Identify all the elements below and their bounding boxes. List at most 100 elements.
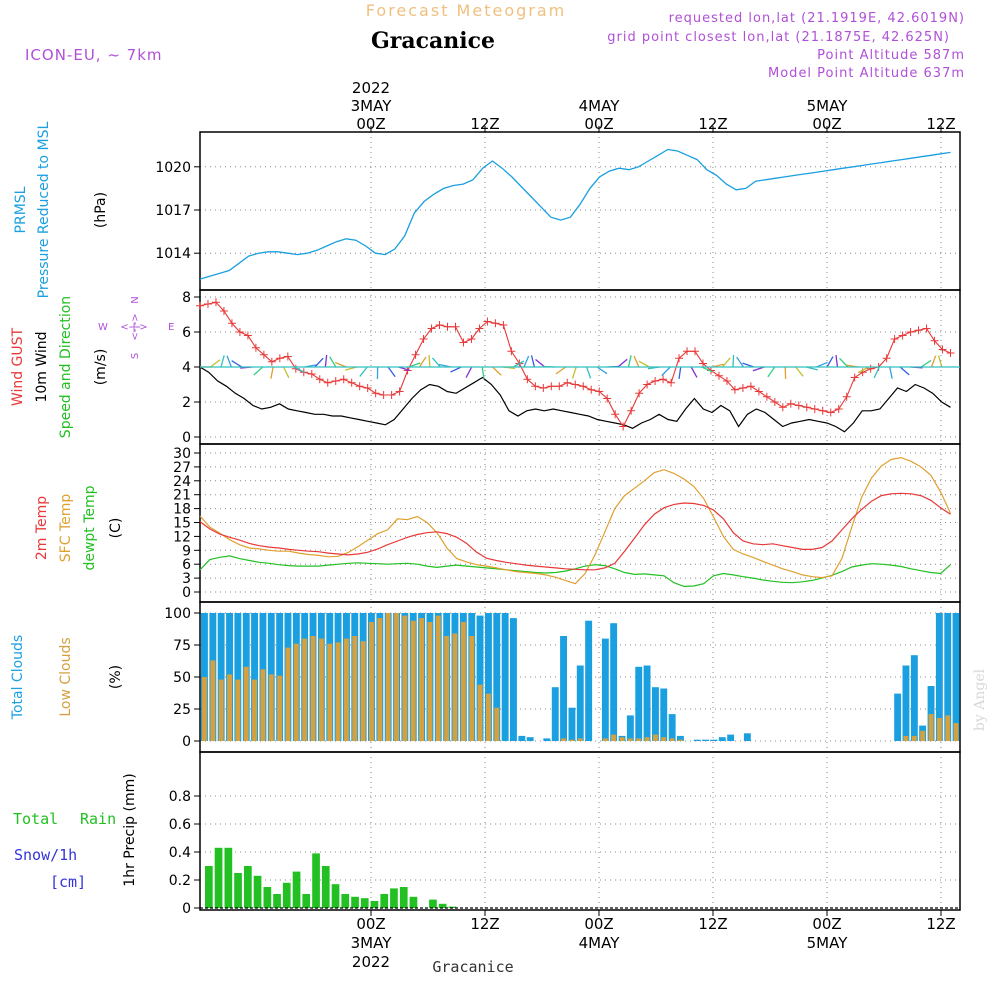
low-cloud-bar-56	[669, 738, 675, 741]
gust-marker-68	[738, 384, 747, 392]
gust-marker-79	[826, 408, 835, 417]
temp2m-label: 2m Temp	[34, 496, 50, 560]
total-cloud-bar-54	[652, 687, 659, 741]
wind-arrow-shaft-14	[334, 361, 347, 368]
low-cloud-bar-48	[602, 738, 608, 741]
ytick-label-wind-4: 8	[182, 290, 191, 306]
wind-arrow-35	[555, 366, 567, 375]
gust-marker-9	[267, 357, 276, 366]
wind-arrow-14	[334, 361, 347, 368]
wind-10m-label: 10m Wind	[34, 331, 50, 402]
wind-arrow-51	[732, 354, 735, 368]
gust-marker-19	[347, 378, 356, 387]
total-cloud-bar-39	[526, 737, 534, 741]
low-cloud-bar-5	[243, 666, 249, 741]
total-cloud-bar-6	[251, 613, 258, 741]
low-cloud-bar-17	[344, 638, 349, 741]
wind-arrow-shaft-54	[752, 366, 765, 372]
low-cloud-bar-32	[469, 636, 475, 741]
wind-arrow-shaft-23	[431, 357, 441, 368]
wind-arrow-shaft-18	[387, 366, 396, 378]
gust-marker-44	[547, 382, 556, 391]
gust-marker-39	[507, 347, 516, 356]
bottom-xlabel-z-2: 00Z	[584, 915, 613, 933]
low-cloud-bar-35	[494, 707, 500, 741]
gust-marker-94	[946, 349, 955, 357]
footer-station: Gracanice	[432, 958, 513, 976]
compass-n: N	[130, 296, 141, 303]
gust-marker-66	[722, 377, 731, 385]
top-title: Forecast Meteogram	[366, 1, 566, 20]
bottom-xlabel-z-1: 12Z	[470, 915, 499, 933]
ytick-label-clouds-3: 75	[173, 638, 191, 654]
ytick-label-clouds-0: 0	[182, 734, 191, 750]
bottom-xlabel-z-3: 12Z	[698, 915, 727, 933]
gust-marker-84	[866, 364, 875, 373]
ytick-label-temperature-1: 3	[182, 571, 191, 587]
compass-w: W	[98, 322, 108, 333]
gust-marker-31	[443, 322, 452, 331]
wind-speed-dir-label: Speed and Direction	[58, 296, 74, 438]
clouds-unit: (%)	[108, 665, 124, 689]
wind-arrow-shaft-27	[481, 366, 485, 379]
rain-bar-11	[312, 853, 320, 908]
rain-bar-8	[282, 882, 291, 908]
total-cloud-bar-41	[543, 738, 551, 741]
gust-marker-72	[770, 398, 779, 406]
gust-marker-87	[890, 335, 899, 343]
top-xlabel-z-2: 00Z	[584, 115, 613, 133]
wind-arrow-59	[816, 361, 828, 368]
top-xlabel-z-3: 12Z	[698, 115, 727, 133]
gust-marker-2	[211, 298, 220, 307]
wind-arrow-69	[920, 359, 932, 368]
gust-marker-26	[403, 366, 412, 375]
gust-marker-35	[475, 324, 484, 333]
rain-bar-0	[205, 866, 213, 908]
bottom-xlabel-date-0-1: 2022	[352, 953, 390, 971]
gust-marker-63	[698, 359, 707, 368]
low-cloud-bar-19	[360, 641, 366, 741]
gust-marker-8	[259, 350, 268, 359]
top-xlabel-date-0-0: 3MAY	[351, 97, 393, 115]
rain-bar-1	[214, 847, 223, 908]
wind-arrow-shaft-8	[283, 366, 290, 379]
low-cloud-bar-28	[435, 615, 441, 741]
wind-arrow-shaft-60	[826, 356, 834, 368]
wind-arrow-61	[835, 355, 839, 368]
ytick-label-clouds-2: 50	[173, 670, 191, 686]
wind-arrow-shaft-38	[596, 366, 608, 375]
gust-marker-50	[595, 387, 604, 396]
ytick-label-precipitation-2: 0.4	[169, 845, 191, 861]
point-altitude: Point Altitude 587m	[817, 48, 965, 63]
sfc-temp-label: SFC Temp	[58, 494, 74, 563]
wind-arrow-shaft-37	[586, 366, 592, 379]
low-cloud-bar-14	[318, 638, 324, 741]
panel-pressure: 1014 1017 1020	[155, 131, 961, 291]
low-cloud-bar-12	[302, 638, 308, 741]
frame-pressure	[199, 131, 961, 291]
total-cloud-bar-59	[693, 739, 701, 741]
total-cloud-bar-35	[493, 613, 501, 741]
rain-bar-19	[390, 888, 398, 908]
rain-bar-9	[292, 871, 301, 908]
wind-arrow-shaft-41	[627, 355, 632, 368]
gust-marker-51	[603, 394, 612, 403]
rain-bar-23	[429, 899, 437, 908]
low-cloud-bar-34	[486, 693, 491, 741]
rain-bar-3	[234, 873, 242, 908]
low-cloud-bar-88	[936, 718, 942, 741]
low-cloud-bar-15	[327, 643, 333, 741]
low-cloud-bar-33	[477, 684, 483, 741]
gust-marker-80	[834, 405, 843, 413]
total-cloud-bar-84	[902, 665, 910, 741]
gust-marker-65	[714, 371, 723, 380]
gust-marker-62	[691, 347, 700, 356]
ytick-label-temperature-3: 9	[182, 543, 191, 559]
gridpoint-coords: grid point closest lon,lat (21.1875E, 42…	[607, 30, 950, 45]
gust-marker-55	[635, 389, 644, 398]
total-cloud-bar-63	[727, 734, 735, 741]
ytick-label-temperature-10: 30	[173, 446, 191, 462]
rain-bar-7	[273, 894, 281, 908]
wind-arrow-shaft-21	[418, 356, 427, 368]
